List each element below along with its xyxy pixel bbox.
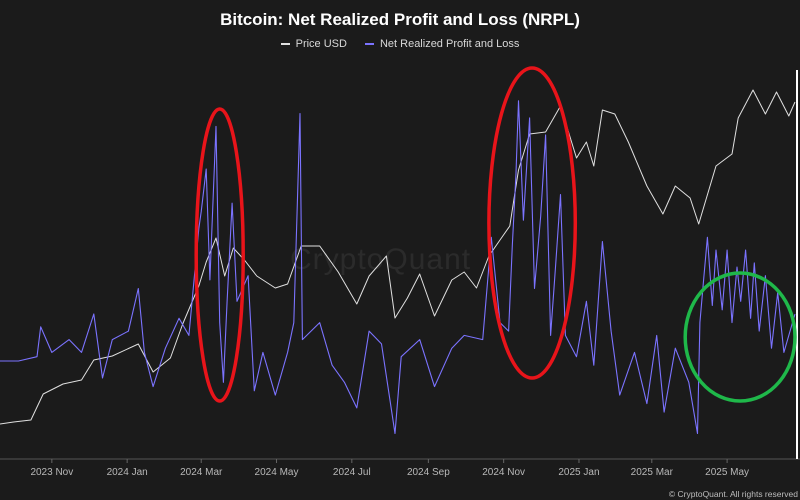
legend-label-nrpl: Net Realized Profit and Loss [379, 38, 520, 50]
x-tick-label: 2024 Mar [180, 467, 223, 478]
legend-item-nrpl[interactable]: Net Realized Profit and Loss [364, 38, 520, 50]
watermark: CryptoQuant [290, 243, 472, 276]
annotation-ellipse [194, 107, 245, 403]
legend-label-price: Price USD [295, 38, 347, 50]
legend-swatch-price [280, 43, 290, 45]
x-tick-label: 2024 Nov [482, 467, 525, 478]
x-tick-label: 2024 Jan [107, 467, 148, 478]
annotation-ellipse [487, 66, 578, 380]
x-tick-label: 2024 Jul [333, 467, 371, 478]
x-tick-label: 2024 Sep [407, 467, 450, 478]
legend-item-price[interactable]: Price USD [280, 38, 347, 50]
x-tick-label: 2025 Jan [558, 467, 599, 478]
annotation-ellipse [683, 271, 797, 403]
price-usd-line [0, 89, 796, 425]
x-tick-label: 2023 Nov [30, 467, 73, 478]
nrpl-line [0, 100, 796, 435]
x-tick-label: 2024 May [255, 467, 299, 478]
x-tick-label: 2025 Mar [631, 467, 674, 478]
copyright-credit: © CryptoQuant. All rights reserved [668, 489, 798, 499]
chart-title: Bitcoin: Net Realized Profit and Loss (N… [220, 10, 580, 29]
legend-swatch-nrpl [364, 43, 374, 45]
chart-legend: Price USD Net Realized Profit and Loss [0, 38, 800, 50]
x-tick-label: 2025 May [705, 467, 749, 478]
